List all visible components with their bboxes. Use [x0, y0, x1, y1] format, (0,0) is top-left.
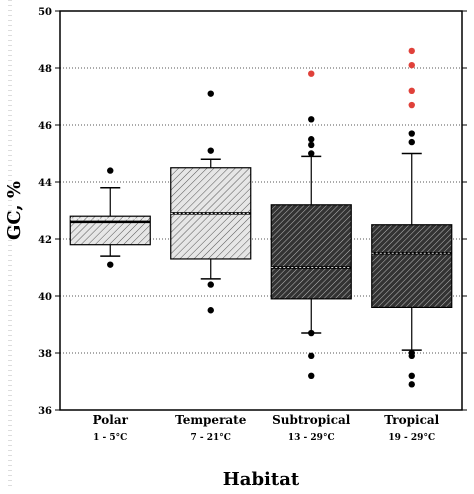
y-tick-label: 42 — [38, 235, 52, 246]
extreme-outlier-point — [408, 47, 415, 55]
y-tick-label: 44 — [38, 178, 52, 189]
outlier-point — [207, 90, 214, 97]
y-tick-label: 48 — [38, 64, 52, 75]
x-axis-title: Habitat — [223, 469, 300, 490]
outlier-point — [408, 381, 415, 388]
box — [270, 204, 352, 300]
category-label: Subtropical — [272, 413, 351, 427]
extreme-outlier-point — [308, 70, 315, 77]
outlier-point — [308, 372, 315, 379]
extreme-outlier-point — [408, 61, 415, 69]
extreme-outlier-point — [408, 87, 415, 95]
outlier-point — [308, 141, 315, 149]
outlier-point — [408, 349, 415, 357]
category-range-label: 19 - 29°C — [388, 433, 435, 443]
outlier-point — [308, 329, 315, 337]
extreme-outlier-point — [408, 101, 415, 109]
y-tick-label: 46 — [38, 121, 52, 132]
box-group-temperate — [170, 90, 252, 314]
outlier-point — [408, 372, 415, 379]
box-group-polar — [69, 167, 151, 268]
y-tick-label: 50 — [38, 7, 52, 18]
outlier-point — [308, 150, 315, 157]
outlier-point — [107, 261, 114, 268]
category-label: Tropical — [384, 413, 439, 427]
category-label: Temperate — [175, 413, 247, 427]
plot-frame — [59, 10, 463, 411]
box-group-tropical — [371, 47, 453, 388]
category-range-label: 7 - 21°C — [191, 433, 231, 443]
box — [69, 215, 151, 246]
box — [371, 224, 453, 309]
box-group-subtropical — [270, 70, 352, 379]
outlier-point — [308, 116, 315, 123]
outlier-point — [408, 138, 415, 146]
outlier-point — [207, 147, 214, 154]
category-label: Polar — [93, 413, 129, 427]
category-range-label: 13 - 29°C — [288, 433, 335, 443]
category-range-label: 1 - 5°C — [93, 433, 127, 443]
outlier-point — [308, 352, 315, 360]
y-tick-label: 40 — [38, 292, 52, 303]
outlier-point — [308, 136, 315, 143]
y-axis-title: GC, % — [4, 181, 25, 240]
y-tick-label: 38 — [38, 349, 52, 360]
outlier-point — [207, 281, 214, 288]
y-tick-label: 36 — [38, 406, 52, 417]
outlier-point — [107, 167, 114, 174]
outlier-point — [207, 307, 214, 314]
outlier-point — [408, 130, 415, 137]
